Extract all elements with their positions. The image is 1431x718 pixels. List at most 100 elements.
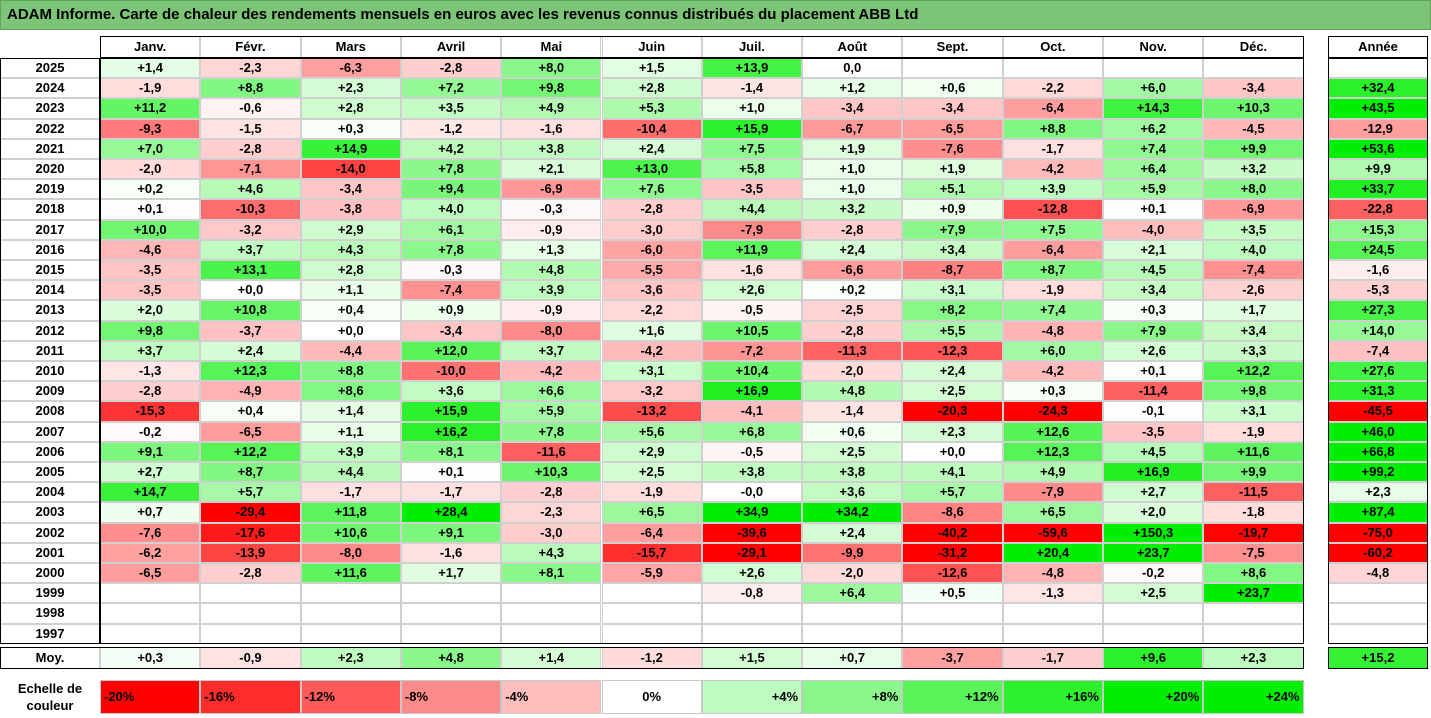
column-header: Mai <box>501 36 602 58</box>
heatmap-cell: +4,3 <box>501 542 602 563</box>
heatmap-cell: -0,3 <box>400 260 502 281</box>
heatmap-cell <box>802 623 903 644</box>
heatmap-cell: -4,8 <box>1002 320 1103 341</box>
heatmap-cell: +12,3 <box>1002 441 1103 462</box>
heatmap-cell: -1,3 <box>1002 583 1103 604</box>
row-year-label: 2005 <box>0 462 100 483</box>
heatmap-cell: -15,7 <box>601 542 702 563</box>
heatmap-cell <box>100 623 201 644</box>
heatmap-cell: -2,8 <box>601 199 702 220</box>
heatmap-cell: +6,2 <box>1103 118 1204 139</box>
heatmap-cell: -7,4 <box>1203 260 1304 281</box>
heatmap-cell: -3,2 <box>200 219 301 240</box>
heatmap-cell: +14,9 <box>300 138 401 159</box>
annual-cell: -12,9 <box>1328 118 1428 139</box>
heatmap-cell: +5,9 <box>1103 179 1204 200</box>
column-header: Avril <box>400 36 502 58</box>
annual-cell: +24,5 <box>1328 239 1428 260</box>
heatmap-cell: +16,9 <box>701 381 803 402</box>
heatmap-cell: -1,9 <box>1002 280 1103 301</box>
heatmap-cell: -11,5 <box>1203 482 1304 503</box>
heatmap-cell: +7,5 <box>1002 219 1103 240</box>
heatmap-cell: +3,6 <box>400 381 502 402</box>
heatmap-cell: +10,6 <box>300 522 401 543</box>
heatmap-cell: -11,4 <box>1103 381 1204 402</box>
heatmap-cell: +34,9 <box>701 502 803 523</box>
heatmap-cell: +3,4 <box>902 239 1003 260</box>
heatmap-cell: -1,5 <box>200 118 301 139</box>
heatmap-cell: +23,7 <box>1103 542 1204 563</box>
heatmap-cell: -0,5 <box>701 441 803 462</box>
heatmap-cell: -17,6 <box>200 522 301 543</box>
heatmap-cell: +4,5 <box>1103 441 1204 462</box>
heatmap-cell: -2,3 <box>200 58 301 79</box>
heatmap-cell: +9,1 <box>100 441 201 462</box>
heatmap-cell: -39,6 <box>701 522 803 543</box>
heatmap-cell: +5,8 <box>701 159 803 180</box>
heatmap-cell: -1,7 <box>1002 138 1103 159</box>
heatmap-cell: -3,4 <box>1203 78 1304 99</box>
row-year-label: 2006 <box>0 441 100 462</box>
average-cell: +1,5 <box>701 647 803 669</box>
heatmap-cell: -2,3 <box>501 502 602 523</box>
heatmap-cell: +12,2 <box>1203 361 1304 382</box>
row-year-label: 2014 <box>0 280 100 301</box>
annual-cell: +9,9 <box>1328 159 1428 180</box>
heatmap-cell: -9,9 <box>802 542 903 563</box>
heatmap-cell: +4,9 <box>501 98 602 119</box>
heatmap-cell: +8,0 <box>1203 179 1304 200</box>
heatmap-cell <box>1103 58 1204 79</box>
annual-cell: -4,8 <box>1328 563 1428 584</box>
color-scale-step: +8% <box>802 680 903 714</box>
color-scale-step: 0% <box>601 680 702 714</box>
annual-cell: -75,0 <box>1328 522 1428 543</box>
heatmap-cell: +4,0 <box>1203 239 1304 260</box>
heatmap-cell: -14,0 <box>300 159 401 180</box>
annual-cell: -1,6 <box>1328 260 1428 281</box>
annual-cell: +2,3 <box>1328 482 1428 503</box>
heatmap-cell: -6,4 <box>1002 239 1103 260</box>
annual-cell: -7,4 <box>1328 340 1428 361</box>
heatmap-cell: +0,7 <box>100 502 201 523</box>
heatmap-cell <box>701 623 803 644</box>
row-year-label: 2024 <box>0 78 100 99</box>
heatmap-cell: -2,8 <box>802 320 903 341</box>
heatmap-cell <box>1203 603 1304 624</box>
column-header: Sept. <box>902 36 1003 58</box>
heatmap-cell: +9,8 <box>501 78 602 99</box>
heatmap-cell: -3,4 <box>802 98 903 119</box>
heatmap-cell: +12,3 <box>200 361 301 382</box>
heatmap-cell: +3,8 <box>701 462 803 483</box>
heatmap-cell: -7,1 <box>200 159 301 180</box>
color-scale-step: -8% <box>400 680 502 714</box>
annual-cell <box>1328 623 1428 644</box>
heatmap-cell: -2,6 <box>1203 280 1304 301</box>
column-header: Août <box>802 36 903 58</box>
row-year-label: 2015 <box>0 260 100 281</box>
row-year-label: 2001 <box>0 542 100 563</box>
heatmap-cell: +1,1 <box>300 421 401 442</box>
row-year-label: 1997 <box>0 623 100 644</box>
color-scale-step: +4% <box>701 680 803 714</box>
heatmap-cell: +16,2 <box>400 421 502 442</box>
heatmap-cell <box>100 603 201 624</box>
heatmap-cell: -7,6 <box>902 138 1003 159</box>
heatmap-cell: +2,6 <box>701 280 803 301</box>
color-scale-step: -20% <box>100 680 201 714</box>
row-year-label: 2016 <box>0 239 100 260</box>
heatmap-cell: -3,0 <box>601 219 702 240</box>
heatmap-cell: +3,4 <box>1203 320 1304 341</box>
average-cell: -1,7 <box>1002 647 1103 669</box>
row-year-label: 2008 <box>0 401 100 422</box>
heatmap-cell: +0,0 <box>200 280 301 301</box>
heatmap-cell: -6,9 <box>501 179 602 200</box>
row-year-label: 2009 <box>0 381 100 402</box>
heatmap-cell <box>400 603 502 624</box>
heatmap-cell: +2,3 <box>902 421 1003 442</box>
heatmap-cell: -3,5 <box>1103 421 1204 442</box>
heatmap-cell: +7,5 <box>701 138 803 159</box>
row-year-label: 1998 <box>0 603 100 624</box>
heatmap-cell: +7,8 <box>400 239 502 260</box>
heatmap-cell: +34,2 <box>802 502 903 523</box>
heatmap-cell: -13,2 <box>601 401 702 422</box>
